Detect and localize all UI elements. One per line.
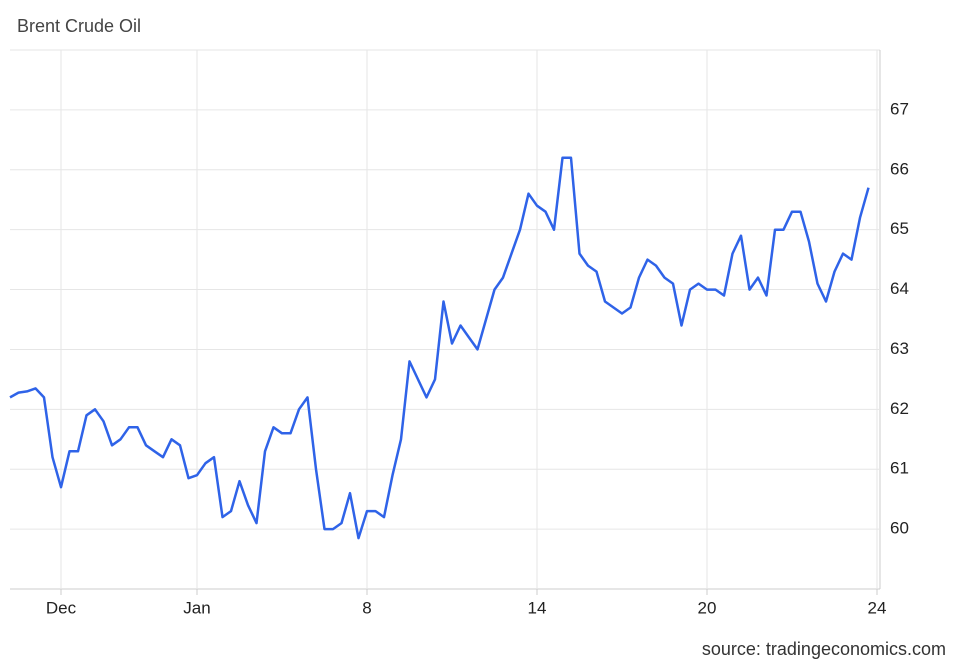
y-tick-label: 63 xyxy=(890,339,909,358)
x-tick-label: Dec xyxy=(46,598,77,617)
y-tick-label: 61 xyxy=(890,459,909,478)
y-tick-label: 67 xyxy=(890,99,909,118)
x-tick-label: 20 xyxy=(698,598,717,617)
source: source: tradingeconomics.com xyxy=(702,639,946,659)
x-tick-label: 24 xyxy=(868,598,887,617)
x-tick-label: 14 xyxy=(528,598,547,617)
y-tick-label: 66 xyxy=(890,159,909,178)
price-line xyxy=(9,156,870,540)
y-tick-label: 62 xyxy=(890,399,909,418)
x-tick-label: Jan xyxy=(183,598,210,617)
chart-title: Brent Crude Oil xyxy=(17,16,141,36)
y-tick-label: 65 xyxy=(890,219,909,238)
x-tick-label: 8 xyxy=(362,598,371,617)
y-tick-label: 60 xyxy=(890,519,909,538)
y-tick-label: 64 xyxy=(890,279,909,298)
